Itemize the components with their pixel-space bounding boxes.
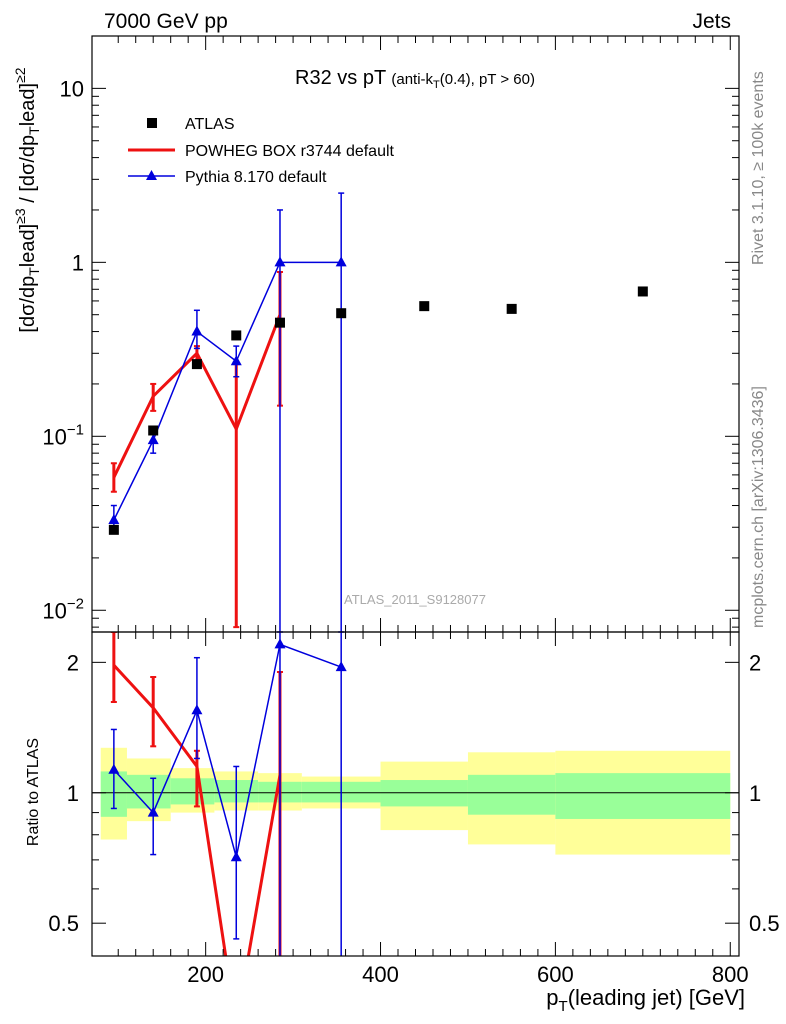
ratio-band-inner <box>170 778 215 805</box>
ratio-frame <box>91 631 740 957</box>
main-panel: [dσ/dpTlead]≥3 / [dσ/dpTlead]≥2 R32 vs p… <box>12 35 740 633</box>
main-x-ticks <box>117 36 731 632</box>
main-title-sub-index: T <box>433 79 440 91</box>
ratio-pythia-point <box>108 763 120 774</box>
ratio-band-inner <box>467 774 556 815</box>
main-y-axis-label: [dσ/dpTlead]≥3 / [dσ/dpTlead]≥2 <box>12 67 42 332</box>
pythia-line <box>113 261 342 521</box>
legend-pythia-marker <box>146 170 157 180</box>
ratio-x-tick-label: 800 <box>712 962 749 987</box>
ratio-pythia-point <box>230 851 242 862</box>
main-y-tick-label: 1 <box>72 250 84 275</box>
ratio-pythia-line <box>113 643 342 858</box>
main-title-main: R32 vs pT <box>295 67 386 89</box>
ratio-x-ticks: 200 400 600 800 <box>117 632 749 987</box>
main-y-tick-label: 10 <box>60 76 84 101</box>
ratio-band-inner <box>555 773 731 819</box>
pythia-point <box>147 434 159 445</box>
pythia-point <box>274 256 286 267</box>
atlas-point <box>637 286 648 297</box>
atlas-point <box>419 301 430 312</box>
ratio-powheg-line <box>112 664 282 956</box>
x-axis-label-index: T <box>559 998 568 1015</box>
main-title-sub-tail: (0.4), pT > 60) <box>440 71 535 88</box>
ratio-y-tick-label: 1 <box>67 781 79 806</box>
legend-atlas-marker <box>147 118 157 128</box>
ratio-y-tick-label: 0.5 <box>48 911 79 936</box>
atlas-point <box>108 524 119 535</box>
ratio-pythia-point <box>191 704 203 715</box>
x-axis-label-main: p <box>546 985 558 1010</box>
pythia-point <box>191 325 203 336</box>
ratio-x-tick-label: 400 <box>362 962 399 987</box>
ratio-pythia-point <box>274 638 286 649</box>
ratio-panel: 0.5 0.5 1 1 2 2 200 400 600 800 Ratio to ATLAS p… <box>25 631 780 1015</box>
ratio-y-axis-label: Ratio to ATLAS <box>25 738 42 846</box>
main-title-sub: (anti-k <box>391 71 433 88</box>
x-axis-label: pT(leading jet) [GeV] <box>546 985 745 1015</box>
ratio-y-tick-label-right: 1 <box>749 781 761 806</box>
side-label-top: Rivet 3.1.10, ≥ 100k events <box>750 71 767 265</box>
ratio-pythia-point <box>147 806 159 817</box>
main-y-axis-label-text: [dσ/dpTlead]≥3 / [dσ/dpTlead]≥2 <box>12 67 42 332</box>
atlas-point <box>231 330 242 341</box>
atlas-point <box>191 359 202 370</box>
legend: ATLAS POWHEG BOX r3744 default Pythia 8.… <box>128 116 395 186</box>
powheg-line <box>112 314 282 479</box>
watermark: ATLAS_2011_S9128077 <box>344 592 486 607</box>
atlas-point <box>274 317 285 328</box>
atlas-point <box>336 308 347 319</box>
ratio-pythia-point <box>335 661 347 672</box>
ratio-x-tick-label: 200 <box>187 962 224 987</box>
main-y-tick-label: 10−1 <box>42 421 84 449</box>
ratio-data <box>108 632 347 956</box>
main-title: R32 vs pT (anti-kT(0.4), pT > 60) <box>295 67 535 91</box>
legend-pythia-label: Pythia 8.170 default <box>185 169 327 186</box>
atlas-point <box>148 425 159 436</box>
x-axis-label-tail: (leading jet) [GeV] <box>568 985 745 1010</box>
main-y-tick-label: 10−2 <box>42 595 84 623</box>
atlas-point <box>506 303 517 314</box>
header-right: Jets <box>692 10 731 33</box>
side-label-bottom: mcplots.cern.ch [arXiv:1306.3436] <box>750 386 767 628</box>
pythia-point <box>335 256 347 267</box>
pythia-point <box>108 514 120 525</box>
ratio-y-ticks: 0.5 0.5 1 1 2 2 <box>48 650 779 936</box>
legend-powheg-label: POWHEG BOX r3744 default <box>185 143 395 160</box>
legend-atlas-label: ATLAS <box>185 116 235 133</box>
ratio-x-tick-label: 600 <box>537 962 574 987</box>
ratio-y-tick-label-right: 2 <box>749 650 761 675</box>
ratio-y-tick-label-right: 0.5 <box>749 911 780 936</box>
ratio-y-tick-label: 2 <box>67 650 79 675</box>
header-left: 7000 GeV pp <box>104 10 228 33</box>
main-y-ticks: 10−2 10−1 1 10 <box>42 35 739 628</box>
main-data <box>108 192 648 632</box>
pythia-point <box>230 355 242 366</box>
